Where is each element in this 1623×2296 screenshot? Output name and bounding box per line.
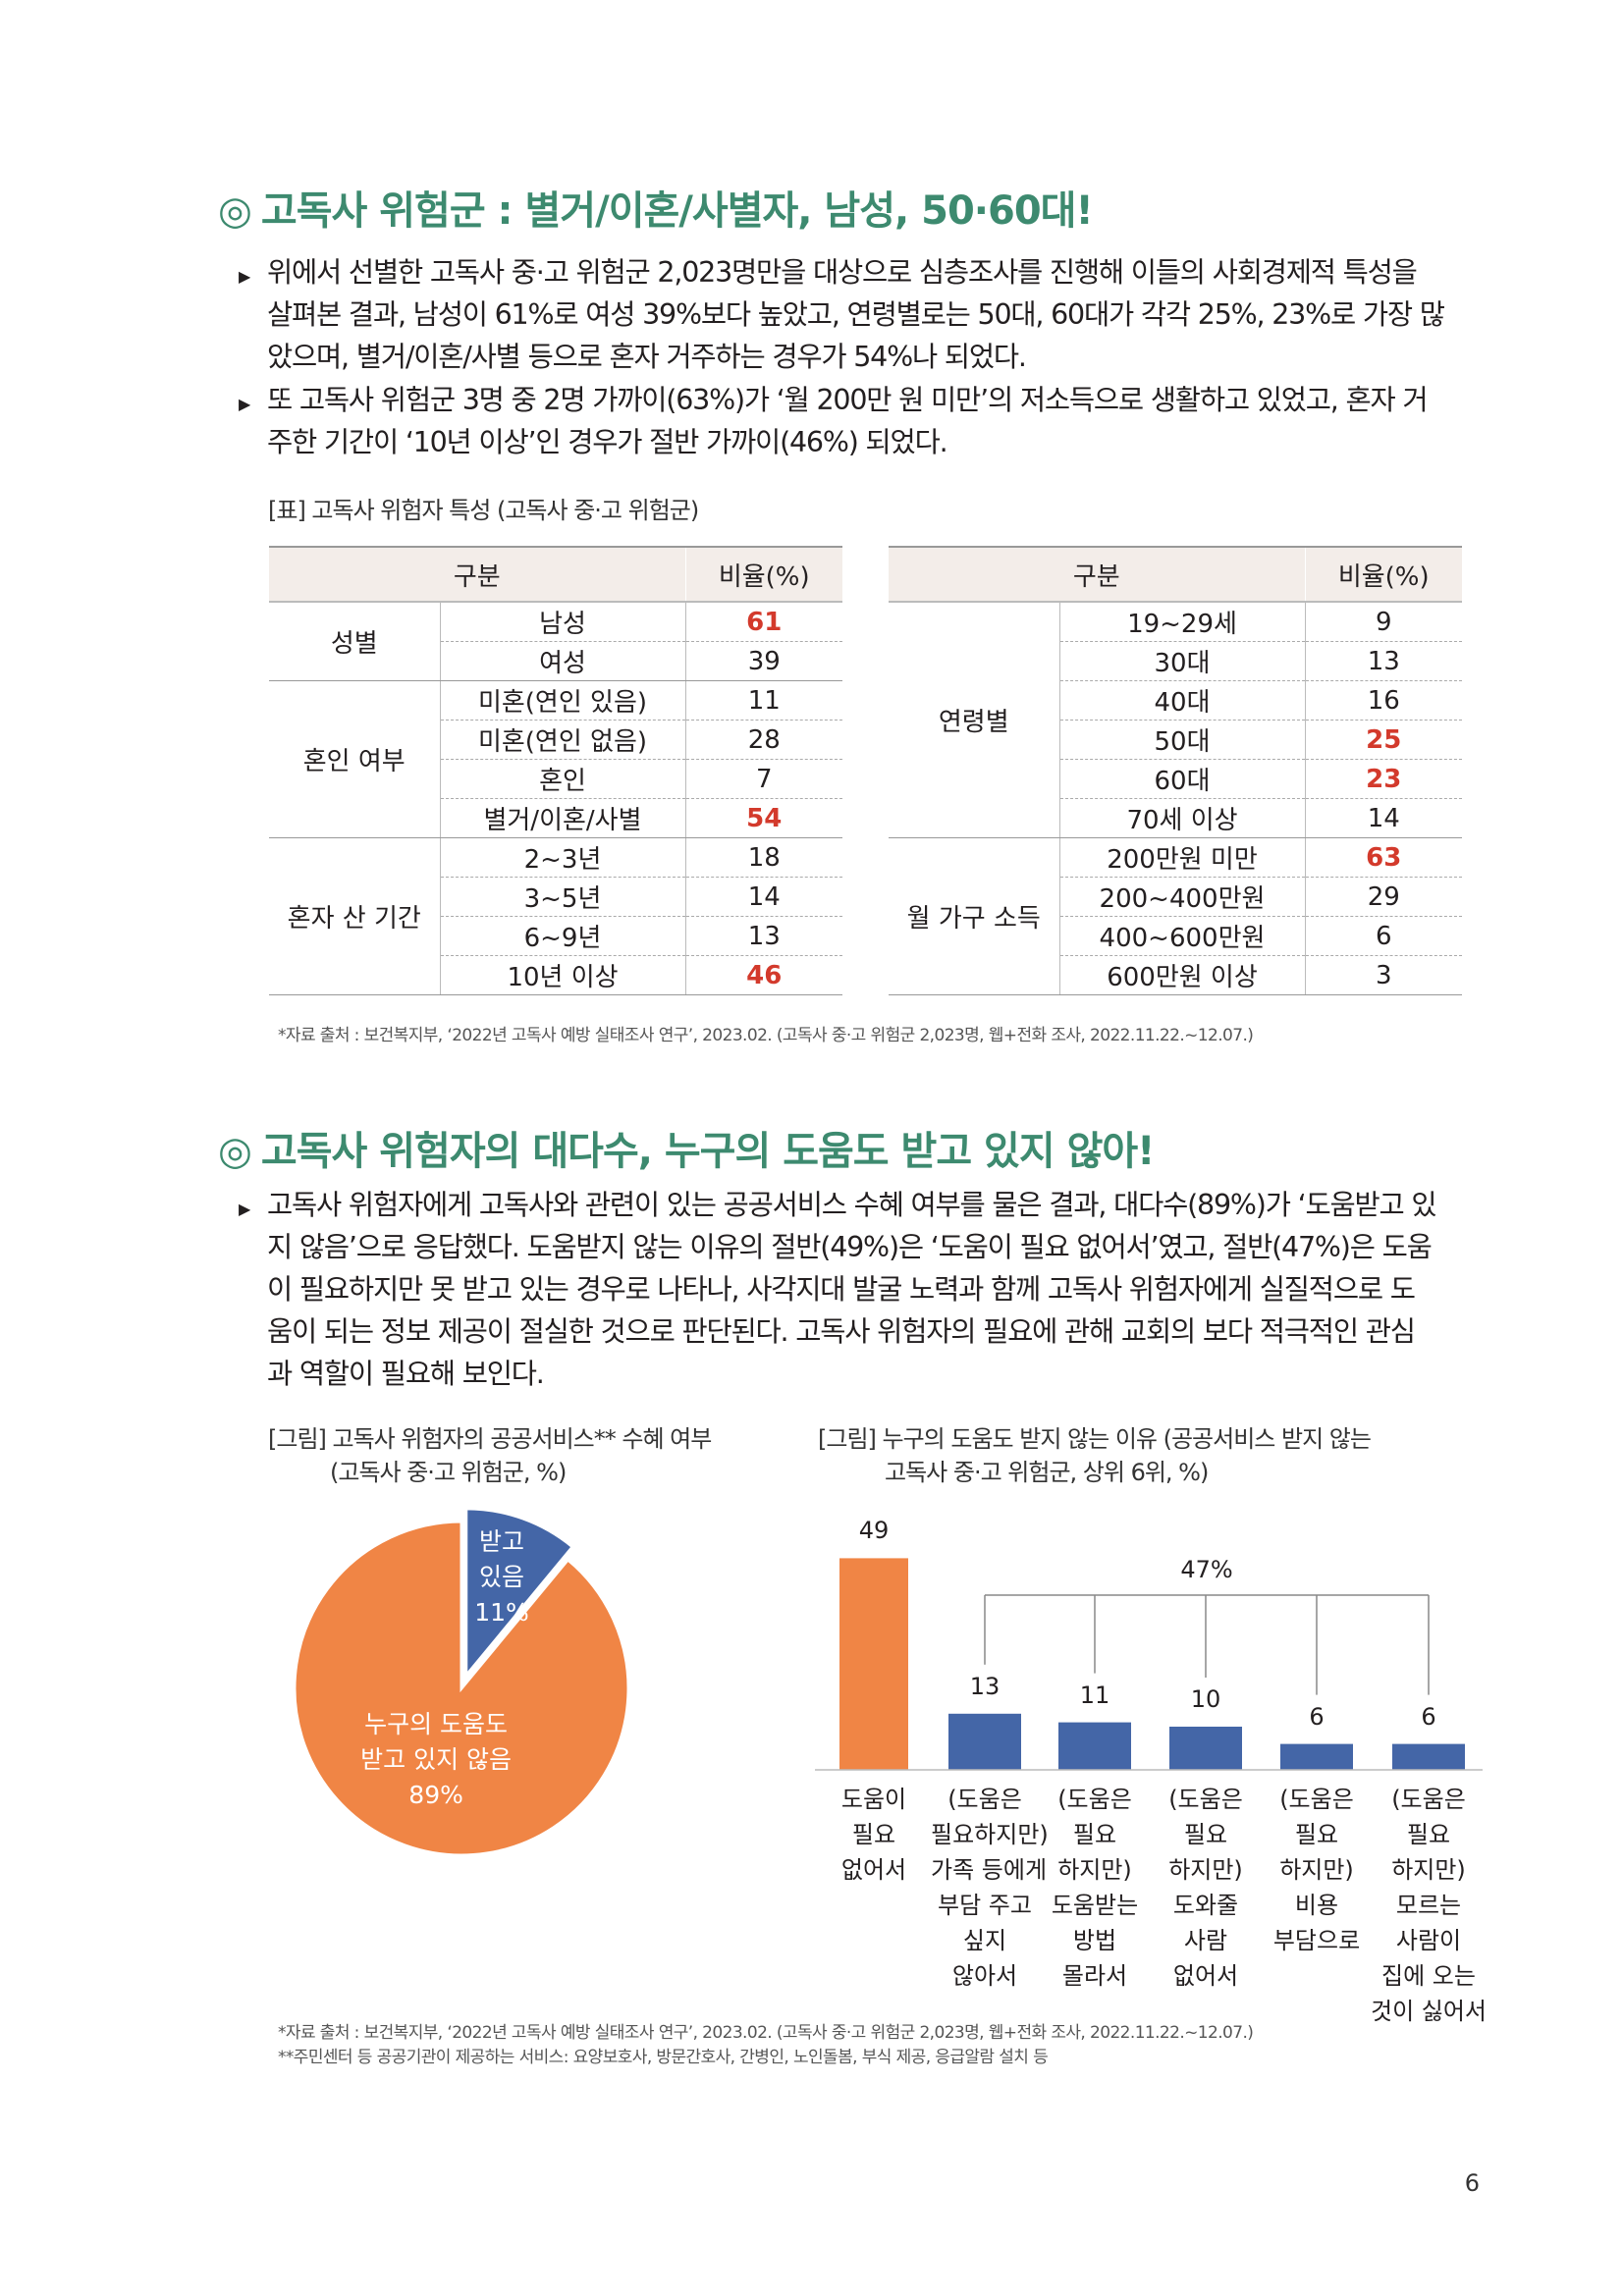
bar-category-label: (도움은 필요 하지만) 도와줄 사람 없어서 — [1168, 1786, 1243, 1990]
bullet-marker-icon: ▶ — [239, 1200, 251, 1218]
bar-value-label: 13 — [969, 1672, 1001, 1700]
table-row: 연령별 19~29세 9 — [889, 602, 1462, 838]
bar-value-label: 49 — [858, 1517, 890, 1545]
table-header-ratio: 비율(%) — [684, 546, 842, 603]
bar-value-label: 6 — [1309, 1702, 1325, 1731]
bar-caption-line1: [그림] 누구의 도움도 받지 않는 이유 (공공서비스 받지 않는 — [818, 1425, 1372, 1453]
table-row: 70세 이상 14 — [889, 798, 1462, 838]
bullet-marker-icon: ▶ — [239, 267, 251, 286]
table-row: 별거/이혼/사별 54 — [269, 798, 842, 838]
pie-slice-label: 받고 — [479, 1527, 524, 1556]
bar-rect — [1280, 1743, 1353, 1770]
table-row: 미혼(연인 없음) 28 — [269, 720, 842, 760]
pie-slice-label: 89% — [408, 1781, 463, 1809]
table-row: 40대 16 — [889, 680, 1462, 721]
footnote: **주민센터 등 공공기관이 제공하는 서비스: 요양보호사, 방문간호사, 간… — [278, 2048, 1049, 2067]
bar-value-label: 10 — [1190, 1685, 1221, 1713]
bar-category-label: (도움은 필요 하지만) 도움받는 방법 몰라서 — [1051, 1786, 1139, 1990]
table-row: 10년 이상 46 — [269, 955, 842, 995]
table-header-ratio: 비율(%) — [1304, 546, 1462, 603]
table-left: 구분 비율(%) 성별 남성 61 여성 39 혼인 여부 미혼(연인 있음) … — [269, 546, 842, 995]
pie-slice-label: 11% — [474, 1598, 529, 1627]
bar-category-label: (도움은 필요 하지만) 모르는 사람이 집에 오는 것이 싫어서 — [1370, 1786, 1488, 2025]
pie-caption-line2: (고독사 중·고 위험군, %) — [330, 1459, 567, 1486]
table-row: 월 가구 소득 200만원 미만 63 — [889, 837, 1462, 995]
section2-title: ◎ 고독사 위험자의 대다수, 누구의 도움도 받고 있지 않아! — [218, 1129, 1155, 1174]
table-row: 200~400만원 29 — [889, 877, 1462, 917]
section1-title: ◎ 고독사 위험군 : 별거/이혼/사별자, 남성, 50·60대! — [218, 188, 1094, 234]
table-right: 구분 비율(%) 연령별 19~29세 9 30대 13 40대 16 50대 … — [889, 546, 1462, 995]
source-note: *자료 출처 : 보건복지부, ‘2022년 고독사 예방 실태조사 연구’, … — [278, 1026, 1254, 1045]
source-note: *자료 출처 : 보건복지부, ‘2022년 고독사 예방 실태조사 연구’, … — [278, 2023, 1254, 2043]
table-row: 600만원 이상 3 — [889, 955, 1462, 995]
bar-rect — [839, 1558, 908, 1770]
table-row: 60대 23 — [889, 759, 1462, 799]
table-row: 혼인 여부 미혼(연인 있음) 11 — [269, 680, 842, 838]
table-row: 혼자 산 기간 2~3년 18 — [269, 837, 842, 995]
table-row: 여성 39 — [269, 641, 842, 681]
section1-paragraph-2: 또 고독사 위험군 3명 중 2명 가까이(63%)가 ‘월 200만 원 미만… — [267, 384, 1429, 458]
pie-slice — [293, 1520, 630, 1857]
pie-slice-label: 받고 있지 않음 — [360, 1745, 512, 1774]
table-row: 6~9년 13 — [269, 916, 842, 956]
table-header-category: 구분 — [889, 546, 1305, 603]
section2-paragraph: 고독사 위험자에게 고독사와 관련이 있는 공공서비스 수혜 여부를 물은 결과… — [267, 1189, 1437, 1390]
table-caption: [표] 고독사 위험자 특성 (고독사 중·고 위험군) — [268, 497, 699, 524]
bar-chart: 47% — [815, 1556, 1483, 1771]
pie-slice-label: 있음 — [479, 1563, 524, 1591]
pie-caption-line1: [그림] 고독사 위험자의 공공서비스** 수혜 여부 — [268, 1425, 712, 1453]
bar-category-label: 도움이 필요 없어서 — [840, 1786, 907, 1884]
bar-rect — [1169, 1727, 1242, 1770]
bullet-marker-icon: ▶ — [239, 395, 251, 413]
table-row: 50대 25 — [889, 720, 1462, 760]
table-header-category: 구분 — [269, 546, 685, 603]
pie-slice-label: 누구의 도움도 — [364, 1710, 508, 1738]
pie-slice — [464, 1507, 575, 1680]
bar-rect — [948, 1713, 1021, 1770]
section1-paragraph-1: 위에서 선별한 고독사 중·고 위험군 2,023명만을 대상으로 심층조사를 … — [267, 256, 1445, 373]
bar-caption-line2: 고독사 중·고 위험군, 상위 6위, %) — [885, 1459, 1209, 1486]
table-row: 성별 남성 61 — [269, 602, 842, 681]
table-row: 400~600만원 6 — [889, 916, 1462, 956]
bar-value-label: 11 — [1079, 1681, 1110, 1709]
bracket-label: 47% — [1180, 1556, 1232, 1583]
bar-rect — [1058, 1722, 1131, 1770]
bar-value-label: 6 — [1421, 1702, 1436, 1731]
page-number: 6 — [1464, 2169, 1480, 2197]
table-row: 30대 13 — [889, 641, 1462, 681]
double-circle-icon: ◎ — [218, 188, 252, 234]
bar-rect — [1392, 1743, 1465, 1770]
double-circle-icon: ◎ — [218, 1129, 252, 1174]
table-row: 혼인 7 — [269, 759, 842, 799]
bar-category-label: (도움은 필요하지만) 가족 등에게 부담 주고 싶지 않아서 — [931, 1786, 1049, 1990]
table-row: 3~5년 14 — [269, 877, 842, 917]
bar-category-label: (도움은 필요 하지만) 비용 부담으로 — [1272, 1786, 1361, 1954]
